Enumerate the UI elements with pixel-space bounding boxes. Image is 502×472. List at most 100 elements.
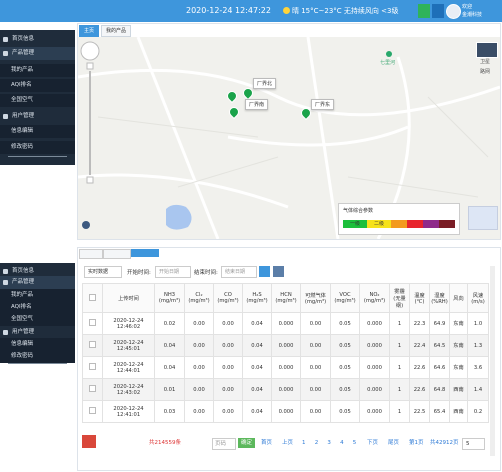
row-select[interactable] (82, 378, 103, 401)
user-name[interactable]: 金潮科技 (462, 12, 483, 18)
cell: 0.000 (271, 312, 301, 335)
cell: 0.00 (213, 334, 243, 357)
weather: 晴 15°C~23°C 无持续风向 <3级 (292, 7, 399, 15)
column-header: VOC (mg/m³) (330, 283, 360, 313)
menu-item[interactable]: 信息编辑 (0, 125, 75, 138)
page-number[interactable]: 1 (302, 440, 306, 446)
row-select[interactable] (82, 356, 103, 379)
marker-label: 厂界南 (245, 99, 269, 110)
prev-page[interactable]: 上页 (282, 440, 294, 446)
menu-item[interactable]: 我的产品 (0, 64, 75, 77)
cell: 0.000 (359, 400, 390, 423)
row-select[interactable] (82, 334, 103, 357)
cell: 0.03 (154, 400, 185, 423)
message-button[interactable] (432, 4, 444, 18)
column-header: 湿度 (%RH) (429, 283, 450, 313)
row-select[interactable] (82, 400, 103, 423)
delete-button[interactable] (82, 435, 96, 448)
cell: 22.6 (409, 378, 430, 401)
collapse-bar[interactable] (8, 363, 67, 364)
layer-button[interactable]: 路网 (480, 69, 491, 75)
cell: 22.3 (409, 312, 430, 335)
menu-item[interactable]: 用户管理 (0, 110, 75, 123)
checkbox[interactable] (89, 407, 96, 414)
menu-item[interactable]: 全国空气 (0, 94, 75, 107)
page-size[interactable]: 5 (462, 438, 485, 450)
cell: 0.05 (330, 378, 360, 401)
cell: 0.00 (213, 312, 243, 335)
mode-select[interactable]: 实时数据 (84, 266, 122, 278)
cell: 0.00 (184, 378, 214, 401)
menu-item[interactable]: 修改密码 (0, 350, 75, 363)
layer-button[interactable]: 卫星 (480, 59, 491, 65)
checkbox[interactable] (89, 341, 96, 348)
cell: 0.00 (184, 356, 214, 379)
tab[interactable] (103, 249, 131, 259)
checkbox[interactable] (89, 385, 96, 392)
menu-item[interactable]: 信息编辑 (0, 338, 75, 351)
cell: 1.0 (467, 312, 489, 335)
select-all[interactable] (82, 283, 103, 313)
last-page[interactable]: 尾页 (388, 440, 400, 446)
cell: 0.000 (359, 356, 390, 379)
confirm-button[interactable]: 确定 (238, 438, 256, 448)
column-header: HCN (mg/m³) (271, 283, 301, 313)
menu-item[interactable]: 修改密码 (0, 141, 75, 154)
cell: 0.05 (330, 312, 360, 335)
first-page[interactable]: 首页 (261, 440, 273, 446)
cell: 0.00 (213, 356, 243, 379)
tab[interactable]: 我的产品 (101, 25, 132, 37)
cell: 0.000 (271, 400, 301, 423)
menu-item[interactable]: 我的产品 (0, 289, 75, 302)
mail-button[interactable] (418, 4, 430, 18)
checkbox[interactable] (89, 319, 96, 326)
page-number[interactable]: 2 (314, 440, 319, 446)
start-input[interactable]: 开始日期 (155, 266, 191, 278)
menu-item[interactable]: 产品管理 (0, 47, 75, 60)
column-header: 风向 (449, 283, 468, 313)
collapse-bar[interactable] (8, 156, 67, 157)
cell: 1 (389, 356, 410, 379)
column-header: 上传时间 (102, 283, 155, 313)
menu-item[interactable]: 用户管理 (0, 326, 75, 339)
cell: 0.00 (300, 378, 331, 401)
end-input[interactable]: 结束日期 (221, 266, 257, 278)
cell: 0.00 (184, 334, 214, 357)
cell: 0.04 (242, 356, 272, 379)
menu-item[interactable]: 首页信息 (0, 33, 75, 46)
tab[interactable] (79, 249, 103, 259)
cell: 2020-12-24 12:46:02 (102, 312, 155, 335)
tab[interactable] (131, 249, 159, 257)
legend-level: 一级 (343, 220, 367, 228)
page-count: 共42912页 (430, 440, 459, 446)
avatar[interactable] (446, 4, 461, 19)
page-number[interactable]: 3 (327, 440, 331, 446)
legend-level (391, 220, 407, 228)
page-number[interactable]: 4 (340, 440, 344, 446)
export-button[interactable] (273, 266, 284, 277)
menu-item[interactable]: AQI排名 (0, 79, 75, 92)
menu-item[interactable]: 首页信息 (0, 265, 75, 278)
cell: 西南 (449, 378, 468, 401)
page-input[interactable]: 页码 (212, 438, 236, 450)
cell: 3.6 (467, 356, 489, 379)
header-row: 上传时间 NH3 (mg/m³) Cl₂ (mg/m³) CO (mg/m³) H₂S … (82, 283, 489, 313)
menu-item[interactable]: AQI排名 (0, 301, 75, 314)
menu-item[interactable]: 产品管理 (0, 276, 75, 289)
cell: 0.05 (330, 334, 360, 357)
cell: 64.9 (429, 312, 450, 335)
row-select[interactable] (82, 312, 103, 335)
search-button[interactable] (259, 266, 270, 277)
layer-thumb[interactable] (476, 42, 498, 58)
menu-item[interactable]: 全国空气 (0, 313, 75, 326)
cell: 0.04 (242, 312, 272, 335)
welcome: 欢迎 (462, 4, 473, 10)
cell: 64.8 (429, 378, 450, 401)
cell: 0.00 (213, 378, 243, 401)
checkbox[interactable] (89, 363, 96, 370)
legend-level: 二级 (367, 220, 391, 228)
page-number[interactable]: 5 (352, 440, 357, 446)
next-page[interactable]: 下页 (367, 440, 379, 446)
cell: 2020-12-24 12:43:02 (102, 378, 155, 401)
tab[interactable]: 主页 (79, 25, 100, 37)
